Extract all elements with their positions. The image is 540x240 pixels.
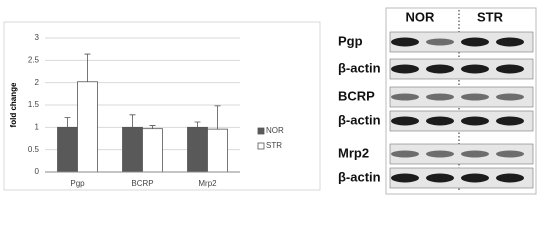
blot-band — [496, 64, 524, 74]
x-tick-label: Mrp2 — [198, 179, 217, 188]
bar — [207, 128, 228, 173]
error-bar — [194, 121, 201, 128]
y-tick-label: 3 — [35, 33, 40, 42]
y-tick-label: 0 — [35, 167, 40, 176]
blot-band — [391, 37, 419, 47]
blot-band — [496, 150, 524, 158]
blot-band — [391, 173, 419, 183]
y-tick-label: 2.5 — [28, 55, 40, 64]
blot-band — [426, 38, 454, 46]
error-bar — [64, 117, 71, 128]
legend-swatch — [257, 142, 265, 150]
blot-band — [426, 64, 454, 74]
blot-band — [461, 150, 489, 158]
blot-band — [461, 64, 489, 74]
row-label: β-actin — [338, 112, 381, 127]
x-tick-label: Pgp — [70, 179, 85, 188]
bar — [187, 126, 208, 173]
page: {"chart_data": {"type": "bar", "y_label"… — [3, 7, 537, 195]
error-bar — [84, 53, 91, 82]
lane-label: STR — [477, 9, 504, 24]
y-axis-label: fold change — [9, 82, 18, 127]
blot-band — [391, 93, 419, 101]
bar — [142, 128, 163, 173]
blot-band — [496, 116, 524, 126]
blot-band — [391, 64, 419, 74]
blot-band — [496, 173, 524, 183]
bar — [77, 81, 98, 173]
y-tick-label: 1.5 — [28, 100, 40, 109]
y-tick-label: 2 — [35, 78, 40, 87]
row-label: β-actin — [338, 169, 381, 184]
legend-label: STR — [266, 141, 282, 150]
error-bar — [129, 114, 136, 128]
row-label: β-actin — [338, 60, 381, 75]
error-bar — [149, 125, 156, 129]
blot-band — [391, 150, 419, 158]
blot-band — [461, 116, 489, 126]
bar — [57, 126, 78, 173]
legend-label: NOR — [266, 126, 284, 135]
row-label: BCRP — [338, 88, 375, 103]
legend-swatch — [257, 127, 265, 135]
blot-frame — [385, 7, 537, 195]
blot-band — [391, 116, 419, 126]
figure: fold change 0 0.5 1 1.5 2 2.5 3 Pgp BCRP Mrp2 NOR S… — [3, 7, 537, 195]
blot-band — [496, 37, 524, 47]
blot-band — [426, 173, 454, 183]
blot-band — [496, 93, 524, 101]
blot-band — [426, 116, 454, 126]
bar — [122, 126, 143, 173]
blot-band — [461, 93, 489, 101]
y-tick-label: 0.5 — [28, 145, 40, 154]
x-tick-label: BCRP — [131, 179, 153, 188]
error-bar — [214, 105, 221, 130]
row-label: Mrp2 — [338, 145, 369, 160]
lane-label: NOR — [406, 9, 436, 24]
blot-band — [461, 173, 489, 183]
row-label: Pgp — [338, 33, 363, 48]
y-tick-label: 1 — [35, 122, 40, 131]
blot-band — [426, 93, 454, 101]
blot-band — [461, 37, 489, 47]
blot-band — [426, 150, 454, 158]
